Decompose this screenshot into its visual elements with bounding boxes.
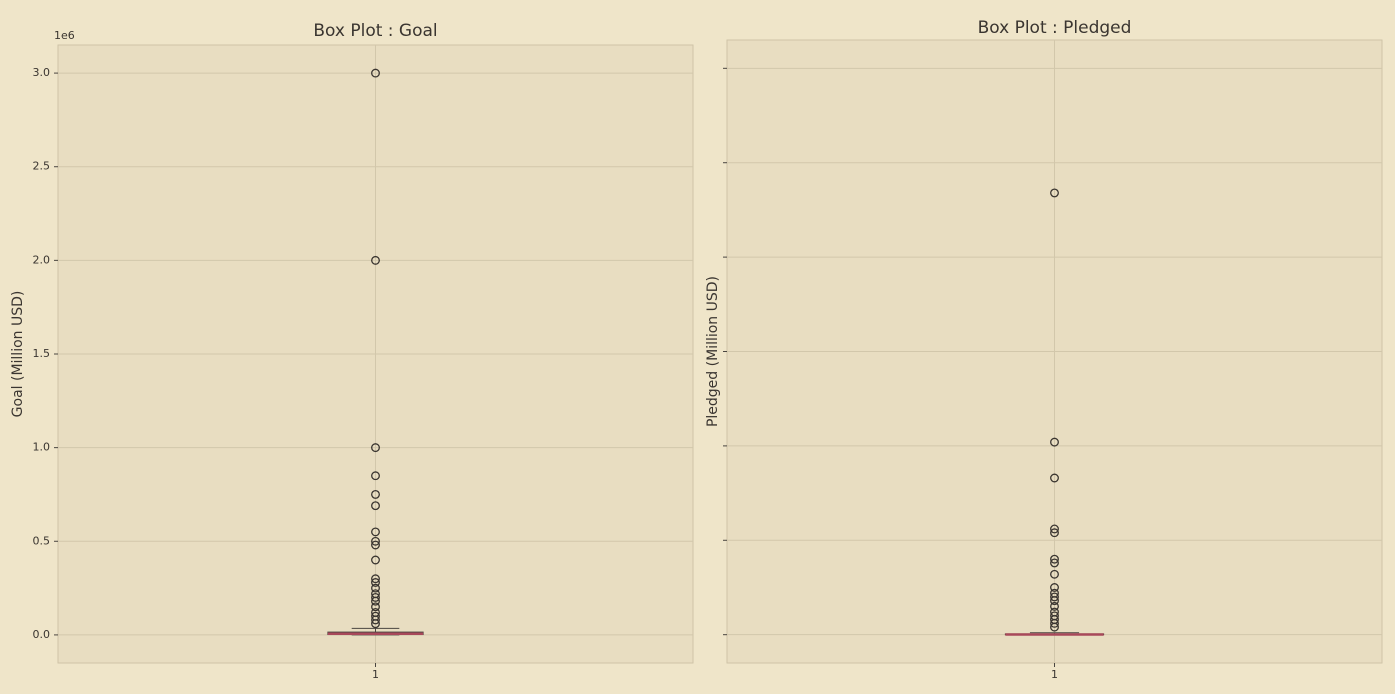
outlier bbox=[371, 527, 380, 537]
outlier bbox=[371, 471, 380, 481]
outlier bbox=[1050, 528, 1059, 538]
y-tick-label: 2.0 bbox=[33, 253, 51, 266]
x-tick-label: 1 bbox=[372, 668, 379, 681]
outlier bbox=[371, 596, 380, 606]
outlier bbox=[371, 490, 380, 499]
outlier bbox=[371, 555, 380, 565]
outlier bbox=[371, 501, 380, 511]
y-tick-label: 0.0 bbox=[33, 628, 51, 641]
outlier bbox=[371, 536, 380, 546]
y-tick-label: 1.0 bbox=[33, 441, 51, 454]
offset-label: 1e6 bbox=[54, 29, 75, 42]
outlier bbox=[371, 615, 380, 625]
x-tick-label: 1 bbox=[1051, 668, 1058, 681]
outlier bbox=[371, 602, 380, 612]
outlier bbox=[371, 68, 380, 78]
y-axis-label: Goal (Million USD) bbox=[10, 291, 26, 418]
outlier bbox=[371, 583, 380, 593]
outlier bbox=[371, 619, 380, 629]
outlier bbox=[1050, 188, 1059, 198]
outlier bbox=[1050, 596, 1059, 606]
outlier bbox=[1050, 554, 1059, 564]
outlier bbox=[371, 578, 380, 587]
outlier bbox=[371, 255, 380, 265]
outlier bbox=[1050, 558, 1059, 568]
outlier bbox=[1050, 583, 1059, 592]
outlier bbox=[1050, 524, 1059, 534]
outlier bbox=[371, 593, 380, 602]
outlier bbox=[1050, 473, 1059, 483]
y-axis-label: Pledged (Million USD) bbox=[705, 276, 721, 427]
outlier bbox=[371, 574, 380, 584]
outlier bbox=[1050, 569, 1059, 579]
y-tick-label: 3.0 bbox=[33, 66, 51, 79]
outlier bbox=[1050, 592, 1059, 602]
outlier bbox=[1050, 437, 1059, 447]
y-tick-label: 2.5 bbox=[33, 160, 51, 173]
y-tick-label: 1.5 bbox=[33, 347, 51, 360]
chart-title: Box Plot : Pledged bbox=[978, 18, 1132, 38]
y-tick-label: 0.5 bbox=[33, 534, 51, 547]
outlier bbox=[1050, 601, 1059, 611]
outlier bbox=[1050, 618, 1059, 628]
outlier bbox=[1050, 622, 1059, 632]
outlier bbox=[371, 443, 380, 453]
chart-title: Box Plot : Goal bbox=[313, 21, 437, 41]
outlier bbox=[371, 540, 380, 550]
